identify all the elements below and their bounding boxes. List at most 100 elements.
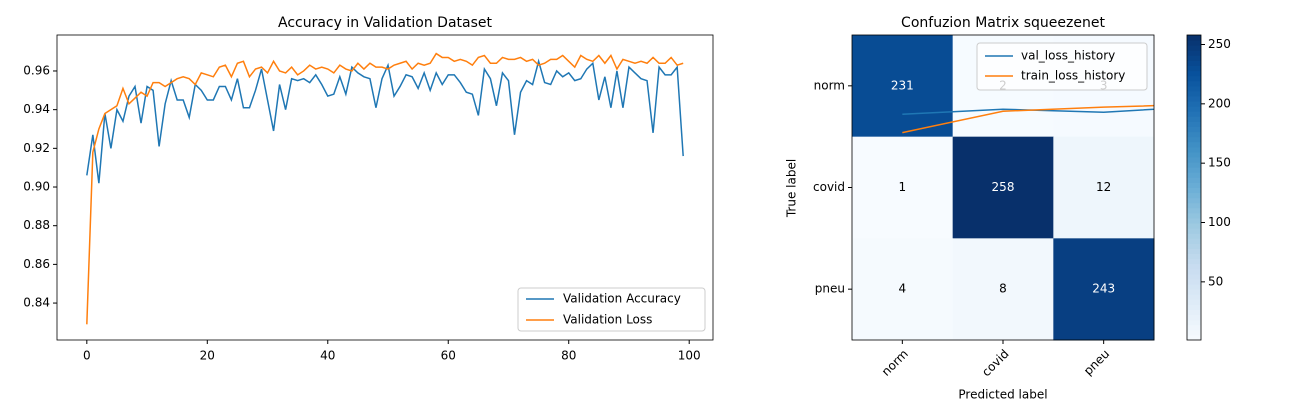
line-series [902,108,1154,116]
colorbar-segment [1187,202,1201,209]
colorbar-segment [1187,289,1201,295]
cell-label: 4 [899,282,907,296]
colorbar-tick-label: 150 [1208,156,1231,170]
colorbar-segment [1187,329,1201,336]
y-tick-label: 0.86 [23,257,50,271]
colorbar-segment [1187,121,1201,127]
colorbar-segment [1187,40,1201,46]
heatmap-cell [952,238,1054,341]
colorbar-segment [1187,253,1201,260]
cell-label: 8 [999,282,1007,296]
y-tick-label: covid [813,180,845,194]
colorbar-segment [1187,55,1201,61]
colorbar-segment [1187,70,1201,77]
cell-label: 1 [899,180,907,194]
colorbar-segment [1187,304,1201,310]
colorbar-segment [1187,273,1201,280]
colorbar-segment [1187,284,1201,290]
colorbar-segment [1187,187,1201,194]
colorbar-segment [1187,279,1201,285]
colorbar-segment [1187,309,1201,316]
cell-label: 231 [891,78,914,92]
y-tick-label: 0.84 [23,296,50,310]
colorbar-segment [1187,101,1201,107]
legend-label: train_loss_history [1021,69,1125,83]
x-tick-label: 100 [678,349,701,363]
cell-label: 243 [1092,282,1115,296]
legend-box [976,42,1148,91]
legend-label: Validation Loss [563,313,652,327]
x-tick-label: 80 [561,349,576,363]
colorbar-segment [1187,182,1201,188]
overlay-lines [902,104,1154,134]
chart-title: Accuracy in Validation Dataset [278,15,492,31]
colorbar-segment [1187,146,1201,153]
legend-box [517,287,706,332]
cell-label: 12 [1096,180,1111,194]
colorbar-segment [1187,197,1201,204]
colorbar-segment [1187,238,1201,244]
y-tick-label: 0.94 [23,102,50,116]
y-tick-label: 0.92 [23,141,50,155]
colorbar-segment [1187,268,1201,275]
heatmap-cell [852,136,954,239]
colorbar-segment [1187,324,1201,331]
colorbar-segment [1187,96,1201,102]
line-series [86,52,684,325]
colorbar-tick-label: 100 [1208,215,1231,229]
colorbar-segment [1187,294,1201,300]
x-tick-label: 60 [441,349,456,363]
line-series [86,58,684,184]
colorbar-segment [1187,65,1201,72]
colorbar-segment [1187,162,1201,168]
axes-frame [851,34,1155,341]
colorbar-segment [1187,126,1201,133]
colorbar-frame [1186,34,1202,341]
colorbar-segment [1187,85,1201,92]
x-axis-label: Predicted label [958,388,1047,401]
colorbar-segment [1187,90,1201,97]
colorbar-segment [1187,233,1201,239]
heatmap-cell [1053,238,1155,341]
colorbar-segment [1187,167,1201,173]
colorbar-segment [1187,263,1201,270]
colorbar-segment [1187,314,1201,321]
colorbar-segment [1187,258,1201,265]
colorbar-segment [1187,223,1201,229]
colorbar-segment [1187,116,1201,122]
colorbar-segment [1187,172,1201,178]
colorbar-segment [1187,151,1201,158]
colorbar-tick-label: 250 [1208,37,1231,51]
y-tick-label: 0.96 [23,63,50,77]
colorbar-segment [1187,60,1201,66]
y-tick-label: norm [814,78,845,92]
cell-label: 258 [992,180,1015,194]
heatmap-cell [952,136,1054,239]
colorbar-segment [1187,131,1201,138]
legend-label: Validation Accuracy [563,292,681,306]
colorbar-tick-label: 50 [1208,274,1223,288]
colorbar-segment [1187,45,1201,51]
colorbar-segment [1187,111,1201,117]
y-tick-label: 0.88 [23,218,50,232]
y-axis-label: True label [785,159,799,218]
colorbar-segment [1187,141,1201,148]
colorbar-segment [1187,80,1201,87]
chart-title: Confuzion Matrix squeezenet [901,15,1105,31]
heatmap-cell [852,35,954,138]
colorbar-segment [1187,228,1201,234]
axes-frame [56,34,714,341]
y-tick-label: 0.90 [23,180,50,194]
legend-label: val_loss_history [1021,49,1115,63]
colorbar-segment [1187,299,1201,305]
colorbar-tick-label: 200 [1208,96,1231,110]
x-tick-label: 0 [83,349,91,363]
colorbar-segment [1187,207,1201,214]
colorbar-segment [1187,50,1201,56]
colorbar-segment [1187,243,1201,249]
colorbar-segment [1187,106,1201,112]
colorbar-segment [1187,212,1201,219]
x-tick-label: 20 [200,349,215,363]
colorbar-segment [1187,218,1201,224]
